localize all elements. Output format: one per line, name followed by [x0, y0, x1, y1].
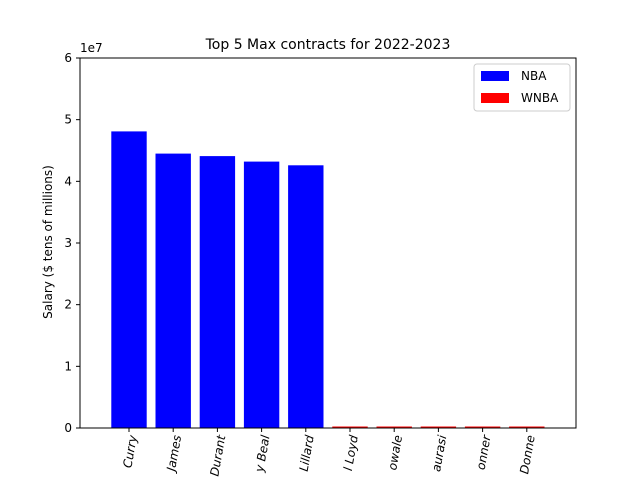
x-tick-label: Curry [120, 433, 140, 469]
y-tick-label: 6 [64, 51, 72, 65]
bar-nba-1 [111, 131, 147, 428]
x-tick-label: James [164, 434, 184, 474]
y-tick-label: 5 [64, 113, 72, 127]
x-tick-label: l Loyd [341, 434, 361, 472]
bar-wnba-10 [509, 426, 545, 428]
y-tick-label: 2 [64, 298, 72, 312]
bar-wnba-6 [332, 426, 368, 428]
bar-wnba-8 [420, 426, 457, 428]
chart-title: Top 5 Max contracts for 2022-2023 [205, 37, 451, 53]
y-axis-offset-label: 1e7 [80, 41, 103, 55]
y-axis-label: Salary ($ tens of millions) [41, 165, 55, 319]
x-axis-ticks: Curry James Durant y Beal Lillard l Loyd owale… [120, 428, 538, 478]
bar-nba-5 [288, 165, 324, 429]
x-tick-label: Durant [207, 433, 228, 478]
x-tick-label: Lillard [297, 434, 317, 473]
y-tick-label: 3 [64, 236, 72, 250]
bar-wnba-7 [376, 426, 412, 428]
x-tick-label: onner [474, 433, 494, 471]
y-tick-label: 1 [64, 359, 72, 373]
x-tick-label: Donne [517, 434, 538, 475]
legend-label-wnba: WNBA [521, 91, 559, 105]
bar-nba-3 [199, 156, 236, 428]
plot-frame [79, 57, 577, 429]
legend-swatch-wnba [481, 93, 509, 103]
bar-nba-2 [155, 153, 191, 428]
y-axis-ticks: 0 1 2 3 4 5 6 [64, 51, 80, 435]
x-tick-label: y Beal [252, 433, 273, 474]
bar-wnba-9 [464, 426, 501, 428]
x-tick-label: owale [385, 434, 405, 471]
bars-group [111, 131, 545, 429]
y-tick-label: 4 [64, 174, 72, 188]
legend-label-nba: NBA [521, 69, 547, 83]
bar-nba-4 [243, 161, 280, 428]
legend: NBA WNBA [473, 63, 571, 112]
legend-swatch-nba [481, 71, 509, 81]
x-tick-label: aurasi [429, 433, 449, 472]
y-tick-label: 0 [64, 421, 72, 435]
